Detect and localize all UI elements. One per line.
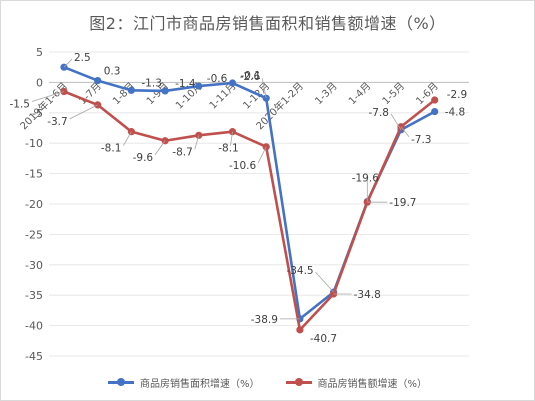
series-0-point-3 <box>161 87 169 95</box>
y-tick-label-1: 0 <box>36 76 43 89</box>
data-label-1-3: -9.6 <box>133 152 154 164</box>
leader-line-1-0 <box>31 91 65 102</box>
series-0-point-4 <box>195 82 203 90</box>
y-tick-label-8: -35 <box>25 289 43 302</box>
leader-line-1-5 <box>230 131 233 146</box>
data-label-1-9: -19.7 <box>389 197 416 209</box>
leader-line-0-6 <box>261 78 267 99</box>
data-label-0-0: 2.5 <box>74 52 91 64</box>
series-1-point-4 <box>195 131 203 139</box>
category-label-10: 1-5月 <box>380 80 407 107</box>
y-tick-label-2: -5 <box>32 107 43 120</box>
y-tick-label-3: -10 <box>25 137 43 150</box>
data-label-1-2: -8.1 <box>101 143 122 155</box>
category-label-8: 1-3月 <box>313 80 340 107</box>
legend-item-sales: 商品房销售额增速（%） <box>285 375 428 390</box>
series-0-point-11 <box>431 107 439 116</box>
category-label-11: 1-6月 <box>414 80 441 107</box>
data-label-1-7: -40.7 <box>310 333 337 345</box>
y-tick-label-5: -20 <box>25 198 43 211</box>
data-label-0-4: -0.6 <box>207 73 228 85</box>
data-label-1-1: -3.7 <box>47 116 68 128</box>
y-tick-label-6: -25 <box>25 228 43 241</box>
data-label-1-10: -7.3 <box>411 134 432 146</box>
data-label-1-0: -1.5 <box>10 99 31 111</box>
data-label-0-1: 0.3 <box>104 66 121 78</box>
data-label-1-4: -8.7 <box>172 146 193 158</box>
y-tick-label-9: -40 <box>25 320 43 333</box>
legend-swatch-area <box>107 378 134 386</box>
series-1-point-6 <box>262 143 270 151</box>
leader-line-1-10 <box>400 126 410 138</box>
leader-line-1-1 <box>69 104 98 120</box>
data-label-0-5: -0.1 <box>241 70 262 82</box>
leader-line-0-8 <box>315 271 334 293</box>
series-1-point-7 <box>296 326 304 334</box>
data-label-1-6: -10.6 <box>229 160 256 172</box>
y-tick-label-10: -45 <box>25 350 43 363</box>
data-label-1-11: -2.9 <box>447 89 468 101</box>
series-line-1 <box>63 90 436 332</box>
data-label-0-10: -7.8 <box>369 107 390 119</box>
leader-line-1-3 <box>154 140 166 156</box>
y-tick-label-4: -15 <box>25 168 43 181</box>
series-0-point-5 <box>228 79 237 87</box>
data-label-0-2: -1.3 <box>141 77 162 89</box>
series-0-point-1 <box>94 76 102 85</box>
chart-title: 图2：江门市商品房销售面积和销售额增速（%） <box>89 14 446 33</box>
legend-label-sales: 商品房销售额增速（%） <box>317 379 428 390</box>
y-tick-label-0: 5 <box>36 46 43 59</box>
data-label-0-3: -1.4 <box>175 78 196 90</box>
data-label-0-9: -19.6 <box>352 173 379 185</box>
data-label-1-5: -8.1 <box>218 143 239 155</box>
legend-item-area: 商品房销售面积增速（%） <box>107 375 260 390</box>
category-label-9: 1-4月 <box>346 80 373 107</box>
data-label-0-6: -2.6 <box>240 71 261 83</box>
leader-line-1-2 <box>123 131 132 146</box>
leader-line-0-0 <box>63 58 73 68</box>
leader-line-1-6 <box>257 146 267 164</box>
data-label-0-7: -38.9 <box>251 314 278 326</box>
data-label-0-8: -34.5 <box>286 265 313 277</box>
series-1-point-11 <box>431 96 439 104</box>
leader-line-1-4 <box>194 135 200 150</box>
y-tick-label-7: -30 <box>25 259 43 272</box>
data-label-1-8: -34.8 <box>354 289 381 301</box>
leader-line-0-10 <box>390 113 402 131</box>
legend-swatch-sales <box>285 378 312 386</box>
legend: 商品房销售面积增速（%） 商品房销售额增速（%） <box>1 375 534 390</box>
data-label-0-11: -4.8 <box>445 107 466 119</box>
legend-label-area: 商品房销售面积增速（%） <box>139 379 260 390</box>
series-0-point-2 <box>127 86 135 94</box>
